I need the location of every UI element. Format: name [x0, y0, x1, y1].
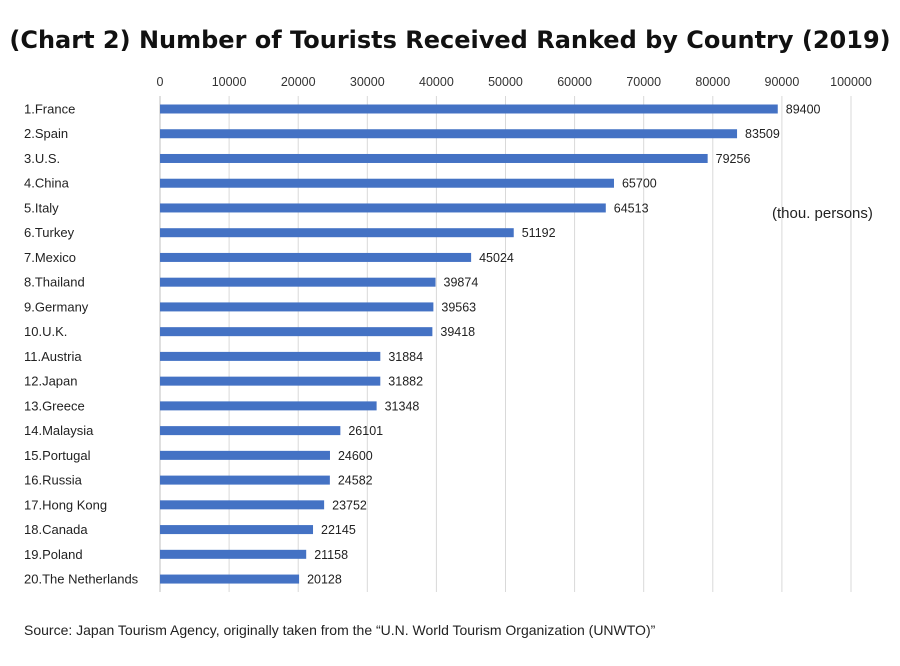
x-tick-label: 60000 — [557, 75, 592, 89]
category-label: 11.Austria — [24, 349, 82, 364]
bar — [160, 178, 614, 188]
x-tick-label: 40000 — [419, 75, 454, 89]
x-tick-label: 90000 — [765, 75, 800, 89]
bar — [160, 252, 472, 262]
x-tick-label: 70000 — [626, 75, 661, 89]
bar — [160, 351, 381, 361]
category-label: 7.Mexico — [24, 250, 76, 265]
x-tick-label: 30000 — [350, 75, 385, 89]
grid-lines — [228, 96, 852, 592]
unit-label: (thou. persons) — [772, 205, 873, 222]
category-label: 1.France — [24, 102, 75, 117]
x-tick-label: 100000 — [830, 75, 872, 89]
data-label: 51192 — [522, 226, 556, 240]
chart-title: (Chart 2) Number of Tourists Received Ra… — [9, 26, 891, 54]
bar — [160, 500, 325, 510]
category-label: 13.Greece — [24, 398, 85, 413]
x-tick-label: 0 — [157, 75, 164, 89]
bar — [160, 228, 514, 238]
data-label: 26101 — [348, 424, 383, 438]
category-label: 4.China — [24, 176, 70, 191]
bar — [160, 574, 300, 584]
bar — [160, 450, 330, 460]
bar — [160, 104, 778, 114]
bar — [160, 401, 377, 411]
category-label: 2.Spain — [24, 126, 68, 141]
bars — [160, 104, 778, 584]
bar — [160, 426, 341, 436]
data-label: 22145 — [321, 523, 356, 537]
category-label: 8.Thailand — [24, 275, 85, 290]
bar — [160, 203, 606, 213]
data-label: 31882 — [388, 375, 423, 389]
category-label: 15.Portugal — [24, 448, 91, 463]
bar — [160, 475, 330, 485]
x-tick-label: 20000 — [281, 75, 316, 89]
data-label: 31348 — [385, 399, 420, 413]
source-note: Source: Japan Tourism Agency, originally… — [24, 622, 656, 638]
data-label: 79256 — [716, 152, 751, 166]
value-labels: 89400 83509 79256 65700 64513 51192 4502439874… — [307, 103, 820, 587]
category-label: 18.Canada — [24, 522, 88, 537]
x-tick-label: 80000 — [695, 75, 730, 89]
category-label: 9.Germany — [24, 299, 89, 314]
data-label: 24600 — [338, 449, 373, 463]
x-tick-label: 10000 — [212, 75, 247, 89]
data-label: 64513 — [614, 201, 649, 215]
category-label: 19.Poland — [24, 547, 83, 562]
category-label: 10.U.K. — [24, 324, 67, 339]
category-label: 20.The Netherlands — [24, 572, 139, 587]
data-label: 39563 — [441, 300, 476, 314]
bar — [160, 549, 307, 559]
data-label: 31884 — [388, 350, 423, 364]
x-tick-label: 50000 — [488, 75, 523, 89]
data-label: 83509 — [745, 127, 780, 141]
x-axis-ticks: 0 10000 20000 30000 40000 50000 60000 70000 8000… — [157, 75, 872, 89]
category-label: 5.Italy — [24, 200, 59, 215]
bar — [160, 129, 738, 139]
data-label: 20128 — [307, 573, 342, 587]
bar — [160, 277, 436, 287]
category-label: 3.U.S. — [24, 151, 60, 166]
category-label: 14.Malaysia — [24, 423, 94, 438]
bar — [160, 153, 708, 163]
category-label: 12.Japan — [24, 374, 78, 389]
bar — [160, 525, 314, 535]
data-label: 89400 — [786, 103, 821, 117]
data-label: 65700 — [622, 177, 657, 191]
data-label: 24582 — [338, 474, 373, 488]
data-label: 23752 — [332, 498, 367, 512]
data-label: 45024 — [479, 251, 514, 265]
bar — [160, 327, 433, 337]
data-label: 39874 — [444, 276, 479, 290]
category-label: 16.Russia — [24, 473, 83, 488]
category-label: 17.Hong Kong — [24, 497, 107, 512]
bar — [160, 302, 434, 312]
category-labels: 1.France 2.Spain 3.U.S. 4.China 5.Italy 6.Tur… — [24, 102, 139, 587]
data-label: 21158 — [314, 548, 348, 562]
data-label: 39418 — [440, 325, 475, 339]
category-label: 6.Turkey — [24, 225, 75, 240]
bar — [160, 376, 381, 386]
